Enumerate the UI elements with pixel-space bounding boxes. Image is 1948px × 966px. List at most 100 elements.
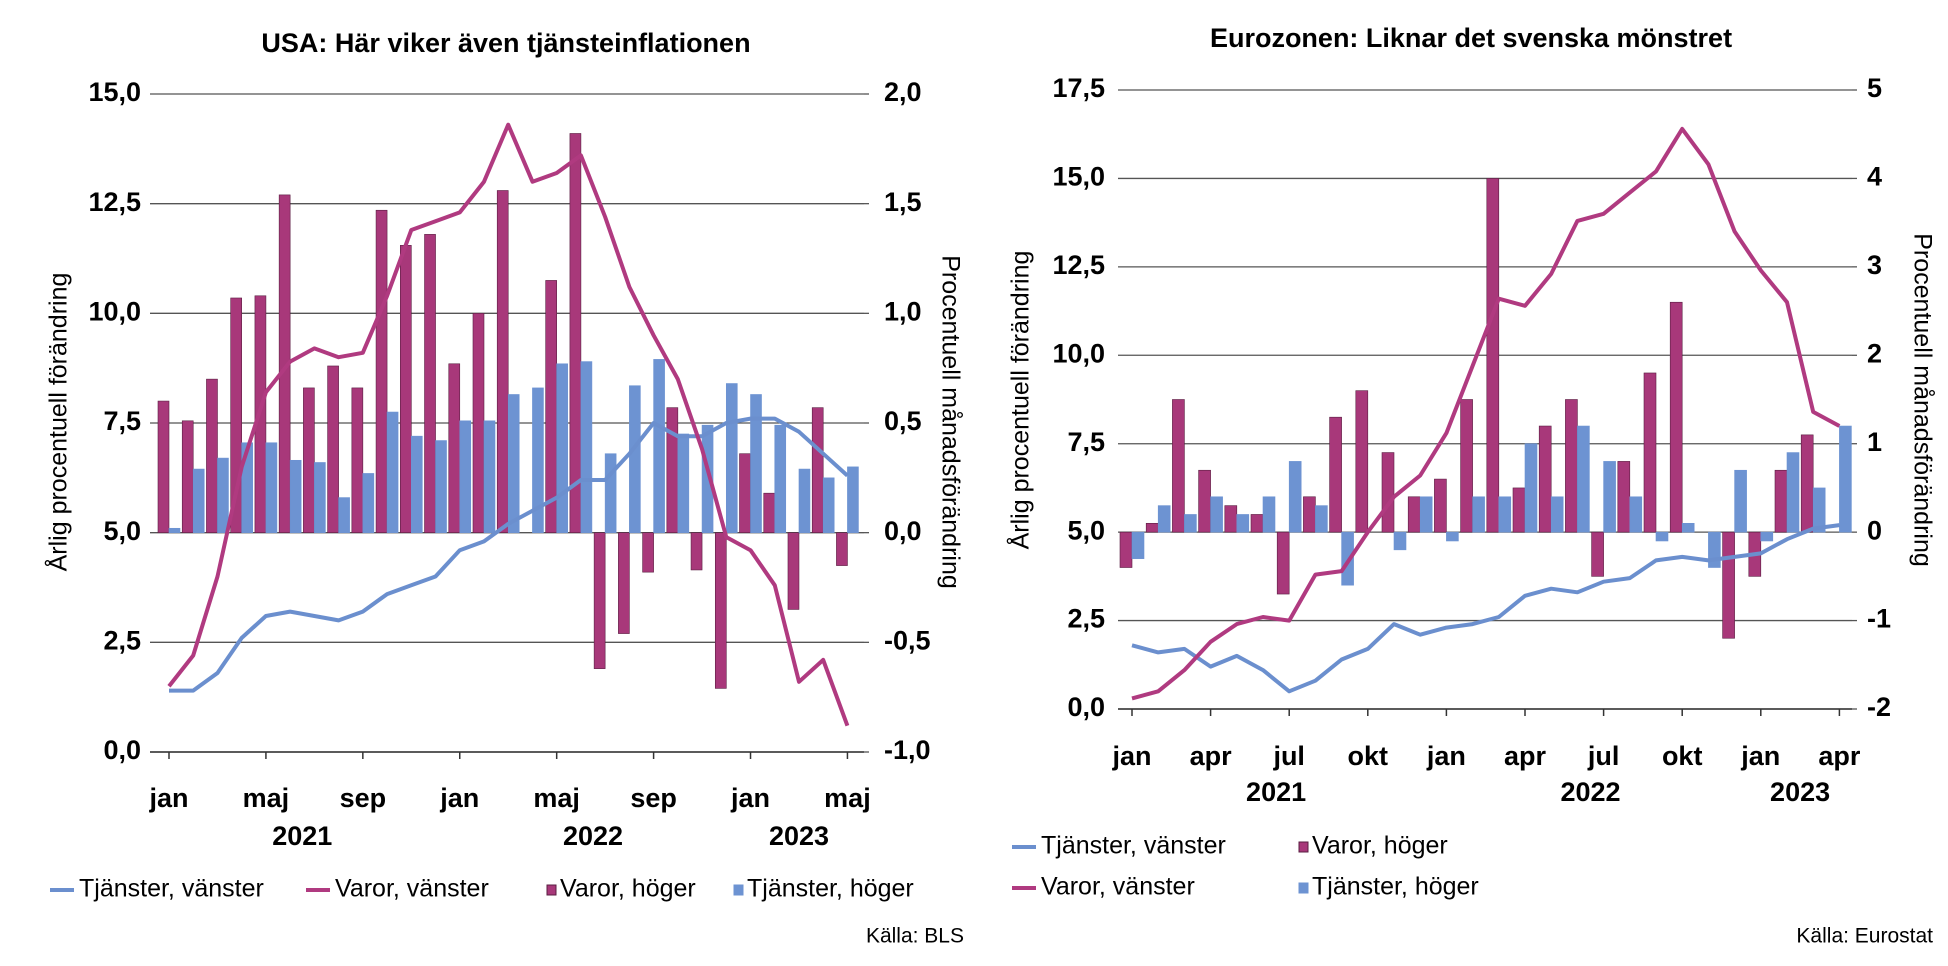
bar xyxy=(1407,496,1421,533)
bar xyxy=(1655,531,1669,542)
bar xyxy=(1486,178,1500,533)
bar xyxy=(787,532,800,610)
bar xyxy=(230,297,242,533)
line xyxy=(1131,126,1841,701)
bar xyxy=(690,532,703,571)
x-tick-label: jul xyxy=(1272,741,1305,771)
bar xyxy=(386,411,399,533)
bar xyxy=(1184,514,1197,533)
bar xyxy=(289,459,302,533)
bar xyxy=(1276,531,1290,595)
x-tick-label: jan xyxy=(1426,741,1466,771)
y-tick-label: 10,0 xyxy=(1052,338,1105,368)
x-group-label: 2022 xyxy=(563,821,623,851)
bar xyxy=(1617,461,1631,533)
bar xyxy=(1681,522,1695,533)
bar xyxy=(1210,496,1223,533)
y2-tick-label: -1,0 xyxy=(884,735,931,765)
y-tick-label: 2,5 xyxy=(103,625,141,655)
legend-label: Varor, höger xyxy=(1312,832,1448,860)
bar xyxy=(642,532,654,573)
bar xyxy=(362,473,375,533)
x-tick-label: jul xyxy=(1587,741,1620,771)
bar xyxy=(241,442,253,533)
bar xyxy=(629,385,641,533)
bar xyxy=(580,361,593,533)
y-tick-label: 12,5 xyxy=(1052,250,1105,280)
y-tick-label: 2,5 xyxy=(1067,604,1105,634)
y-tick-label: 17,5 xyxy=(1052,73,1105,103)
line xyxy=(167,122,850,727)
legend-label: Varor, vänster xyxy=(335,875,489,903)
bar xyxy=(618,532,630,634)
legend-swatch xyxy=(1298,882,1309,894)
bar xyxy=(181,420,194,533)
x-tick-label: jan xyxy=(730,783,770,813)
bar xyxy=(217,457,229,533)
bar xyxy=(604,453,617,533)
bar xyxy=(653,359,665,533)
bar xyxy=(410,435,423,533)
bar xyxy=(157,400,170,533)
x-tick-label: maj xyxy=(824,783,871,813)
x-tick-label: apr xyxy=(1818,741,1861,771)
y-tick-label: 7,5 xyxy=(103,406,141,436)
bar xyxy=(507,394,520,533)
bar xyxy=(1472,496,1485,533)
x-tick-label: apr xyxy=(1190,741,1233,771)
bar xyxy=(1760,531,1774,542)
x-tick-label: maj xyxy=(533,783,580,813)
bar xyxy=(1446,531,1459,542)
y-axis-label: Årlig procentuell förändring xyxy=(1005,251,1035,550)
bar xyxy=(1550,496,1564,533)
bar xyxy=(1460,399,1473,533)
bar xyxy=(1355,390,1369,533)
x-tick-label: jan xyxy=(1740,741,1780,771)
bar xyxy=(836,532,848,566)
bar xyxy=(1198,469,1211,533)
y2-axis-label: Procentuell månadsförändring xyxy=(936,255,964,589)
bar xyxy=(1722,531,1735,639)
bar xyxy=(1538,425,1552,533)
legend-label: Varor, höger xyxy=(560,875,696,903)
bar xyxy=(338,497,350,533)
bar xyxy=(1591,531,1604,577)
x-tick-label: okt xyxy=(1662,741,1703,771)
bar xyxy=(1172,399,1185,533)
bar xyxy=(435,440,447,533)
line xyxy=(169,416,849,693)
bar xyxy=(822,477,835,533)
x-tick-label: sep xyxy=(630,783,677,813)
source: Källa: BLS xyxy=(866,925,964,948)
x-group-label: 2021 xyxy=(1246,777,1306,807)
bar xyxy=(1812,487,1826,533)
legend-label: Tjänster, vänster xyxy=(79,875,264,903)
bar xyxy=(351,387,364,533)
legend-label: Varor, vänster xyxy=(1041,873,1195,901)
x-group-label: 2022 xyxy=(1560,777,1620,807)
bar xyxy=(1512,487,1526,533)
x-tick-label: okt xyxy=(1348,741,1389,771)
bar xyxy=(1774,469,1788,533)
y-tick-label: 5,0 xyxy=(1067,515,1105,545)
bar xyxy=(569,133,582,533)
bar xyxy=(1786,452,1800,533)
bar xyxy=(1565,399,1578,533)
bar xyxy=(714,532,727,689)
y2-tick-label: 0 xyxy=(1867,515,1882,545)
x-tick-label: apr xyxy=(1504,741,1547,771)
bar xyxy=(1224,505,1238,533)
bar xyxy=(1119,531,1133,568)
bar xyxy=(739,453,751,533)
bar xyxy=(847,466,859,533)
y2-axis-label: Procentuell månadsförändring xyxy=(1908,233,1936,567)
bar xyxy=(1434,478,1447,533)
source: Källa: Eurostat xyxy=(1796,925,1933,948)
y-tick-label: 5,0 xyxy=(103,516,141,546)
bar xyxy=(1262,496,1276,533)
y2-tick-label: 1,5 xyxy=(884,187,922,217)
bar xyxy=(448,363,461,533)
x-tick-label: maj xyxy=(243,783,290,813)
x-group-label: 2021 xyxy=(272,821,332,851)
